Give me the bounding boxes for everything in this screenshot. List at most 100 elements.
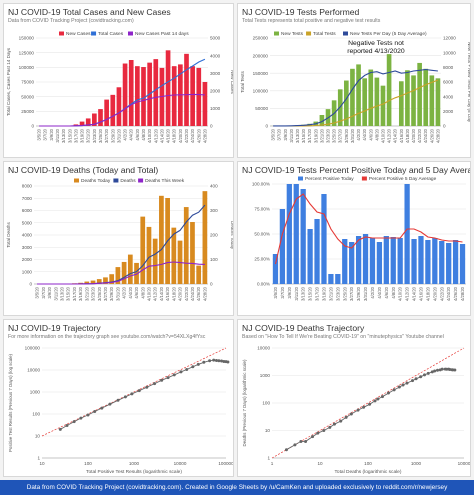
x-tick-label: 4/14/20	[159, 286, 164, 301]
x-tick-label: 4/8/20	[140, 286, 145, 298]
x-tick-label: 4/12/20	[153, 286, 158, 301]
legend-swatch	[91, 31, 97, 36]
x-tick-label: 3/31/20	[116, 128, 121, 143]
trajectory-point	[86, 413, 90, 417]
y-tick-label: 200000	[253, 53, 269, 58]
bar	[202, 191, 208, 284]
trajectory-point	[284, 448, 288, 452]
y-tick-label: 25.00%	[254, 257, 270, 262]
y-tick-label-right: 3000	[210, 71, 221, 76]
x-tick-label: 3/29/20	[110, 128, 115, 143]
bar	[153, 59, 159, 127]
trajectory-point	[185, 368, 189, 372]
x-tick-label: 3/11/20	[289, 128, 294, 142]
bar	[184, 53, 189, 127]
x-tick-label: 3/25/20	[98, 128, 103, 143]
x-tick-label: 4/18/20	[425, 286, 430, 301]
bar	[452, 240, 459, 284]
chart-subtitle: Based on "How To Tell If We're Beating C…	[242, 334, 444, 340]
trajectory-point	[397, 385, 401, 389]
bar	[79, 121, 85, 126]
y-tick-label-right: 6000	[443, 80, 454, 85]
x-tick-label: 4/20/20	[178, 286, 183, 301]
bar	[423, 68, 429, 126]
y-tick-label-right: 5000	[210, 36, 221, 41]
y-tick-label: 50.00%	[254, 232, 270, 237]
trajectory-point	[376, 397, 380, 401]
bar	[152, 238, 158, 284]
chart-title: NJ COVID-19 Tests Percent Positive Today…	[242, 165, 471, 175]
tests-chart: 0 50000 100000 150000 200000 250000 0 2000 4000 6…	[240, 31, 471, 143]
x-tick-label: 3/13/20	[59, 286, 64, 301]
trajectory-point	[137, 389, 141, 393]
x-tick-label: 4/18/20	[172, 128, 177, 143]
bar	[418, 236, 424, 284]
bar	[350, 68, 355, 126]
x-tick-label: 100000	[218, 461, 234, 466]
chart-title: NJ COVID-19 Deaths Trajectory	[242, 323, 365, 333]
legend-label: New Tests Per Day (5 Day Average)	[350, 31, 427, 37]
panel-deaths: NJ COVID-19 Deaths (Today and Total) 0 10…	[3, 161, 234, 316]
bar	[183, 207, 189, 284]
y-tick-label: 8000	[22, 184, 33, 189]
trajectory-point	[293, 443, 297, 447]
y-tick-label: 1000	[30, 390, 41, 395]
y-tick-label: 0.00%	[257, 282, 270, 287]
bar	[103, 277, 108, 284]
bar	[376, 242, 383, 284]
trajectory-point	[426, 371, 430, 375]
y-tick-label: 50000	[255, 106, 268, 111]
trend-line	[41, 347, 227, 437]
trajectory-point	[380, 395, 384, 399]
y-tick-label: 6000	[22, 208, 33, 213]
bar	[432, 238, 438, 284]
bar	[383, 236, 389, 284]
x-tick-label: 3/13/20	[301, 286, 306, 301]
y-tick-label: 50000	[21, 94, 34, 99]
trajectory-point	[423, 373, 427, 377]
bar	[128, 60, 134, 126]
x-axis-label: Total Deaths (logarithmic scale)	[335, 469, 402, 475]
legend-label: Percent Positive 5 Day Average	[369, 176, 437, 182]
bar	[369, 238, 376, 284]
bar	[342, 239, 348, 284]
x-tick-label: 3/25/20	[342, 286, 347, 301]
legend-swatch	[343, 31, 348, 36]
trajectory-point	[220, 359, 224, 363]
x-tick-label: 4/10/20	[398, 286, 403, 301]
x-tick-label: 4/22/20	[417, 128, 422, 143]
x-tick-label: 4/20/20	[178, 128, 183, 143]
x-tick-label: 3/5/20	[273, 286, 278, 298]
bar	[307, 229, 313, 284]
legend-label: New Cases	[66, 31, 91, 37]
x-tick-label: 4/26/20	[429, 128, 434, 143]
y-tick-label: 0	[265, 124, 268, 129]
bar	[85, 118, 91, 126]
x-tick-label: 4/24/20	[446, 286, 451, 301]
x-tick-label: 3/11/20	[55, 128, 60, 142]
panel-tests-performed: NJ COVID-19 Tests Performed Total Tests …	[237, 3, 471, 158]
trajectory-point	[100, 406, 104, 410]
x-tick-label: 3/23/20	[326, 128, 331, 143]
y-tick-label: 10000	[257, 346, 270, 351]
x-tick-label: 4/20/20	[411, 128, 416, 143]
x-tick-label: 3/19/20	[313, 128, 318, 143]
x-tick-label: 4/10/20	[147, 128, 152, 143]
x-tick-label: 3/5/20	[37, 128, 42, 140]
bar	[196, 265, 202, 284]
legend-label: New Cases Past 14 days	[135, 31, 189, 37]
trend-line	[271, 347, 465, 459]
x-tick-label: 3/21/20	[328, 286, 333, 301]
bar	[135, 66, 140, 126]
bar	[104, 99, 109, 126]
x-tick-label: 3/31/20	[115, 286, 120, 301]
y-tick-label: 1000	[260, 373, 271, 378]
chart-title: NJ COVID-19 Deaths (Today and Total)	[8, 165, 159, 175]
x-tick-label: 10000	[458, 461, 471, 466]
trajectory-point	[196, 362, 200, 366]
trajectory-point	[322, 429, 326, 432]
y-tick-label: 1000	[22, 269, 33, 274]
bar	[190, 66, 195, 126]
y-axis-label-right: New Tests + New Tests Per Day (5 Day	[467, 42, 471, 123]
bar	[109, 274, 115, 284]
